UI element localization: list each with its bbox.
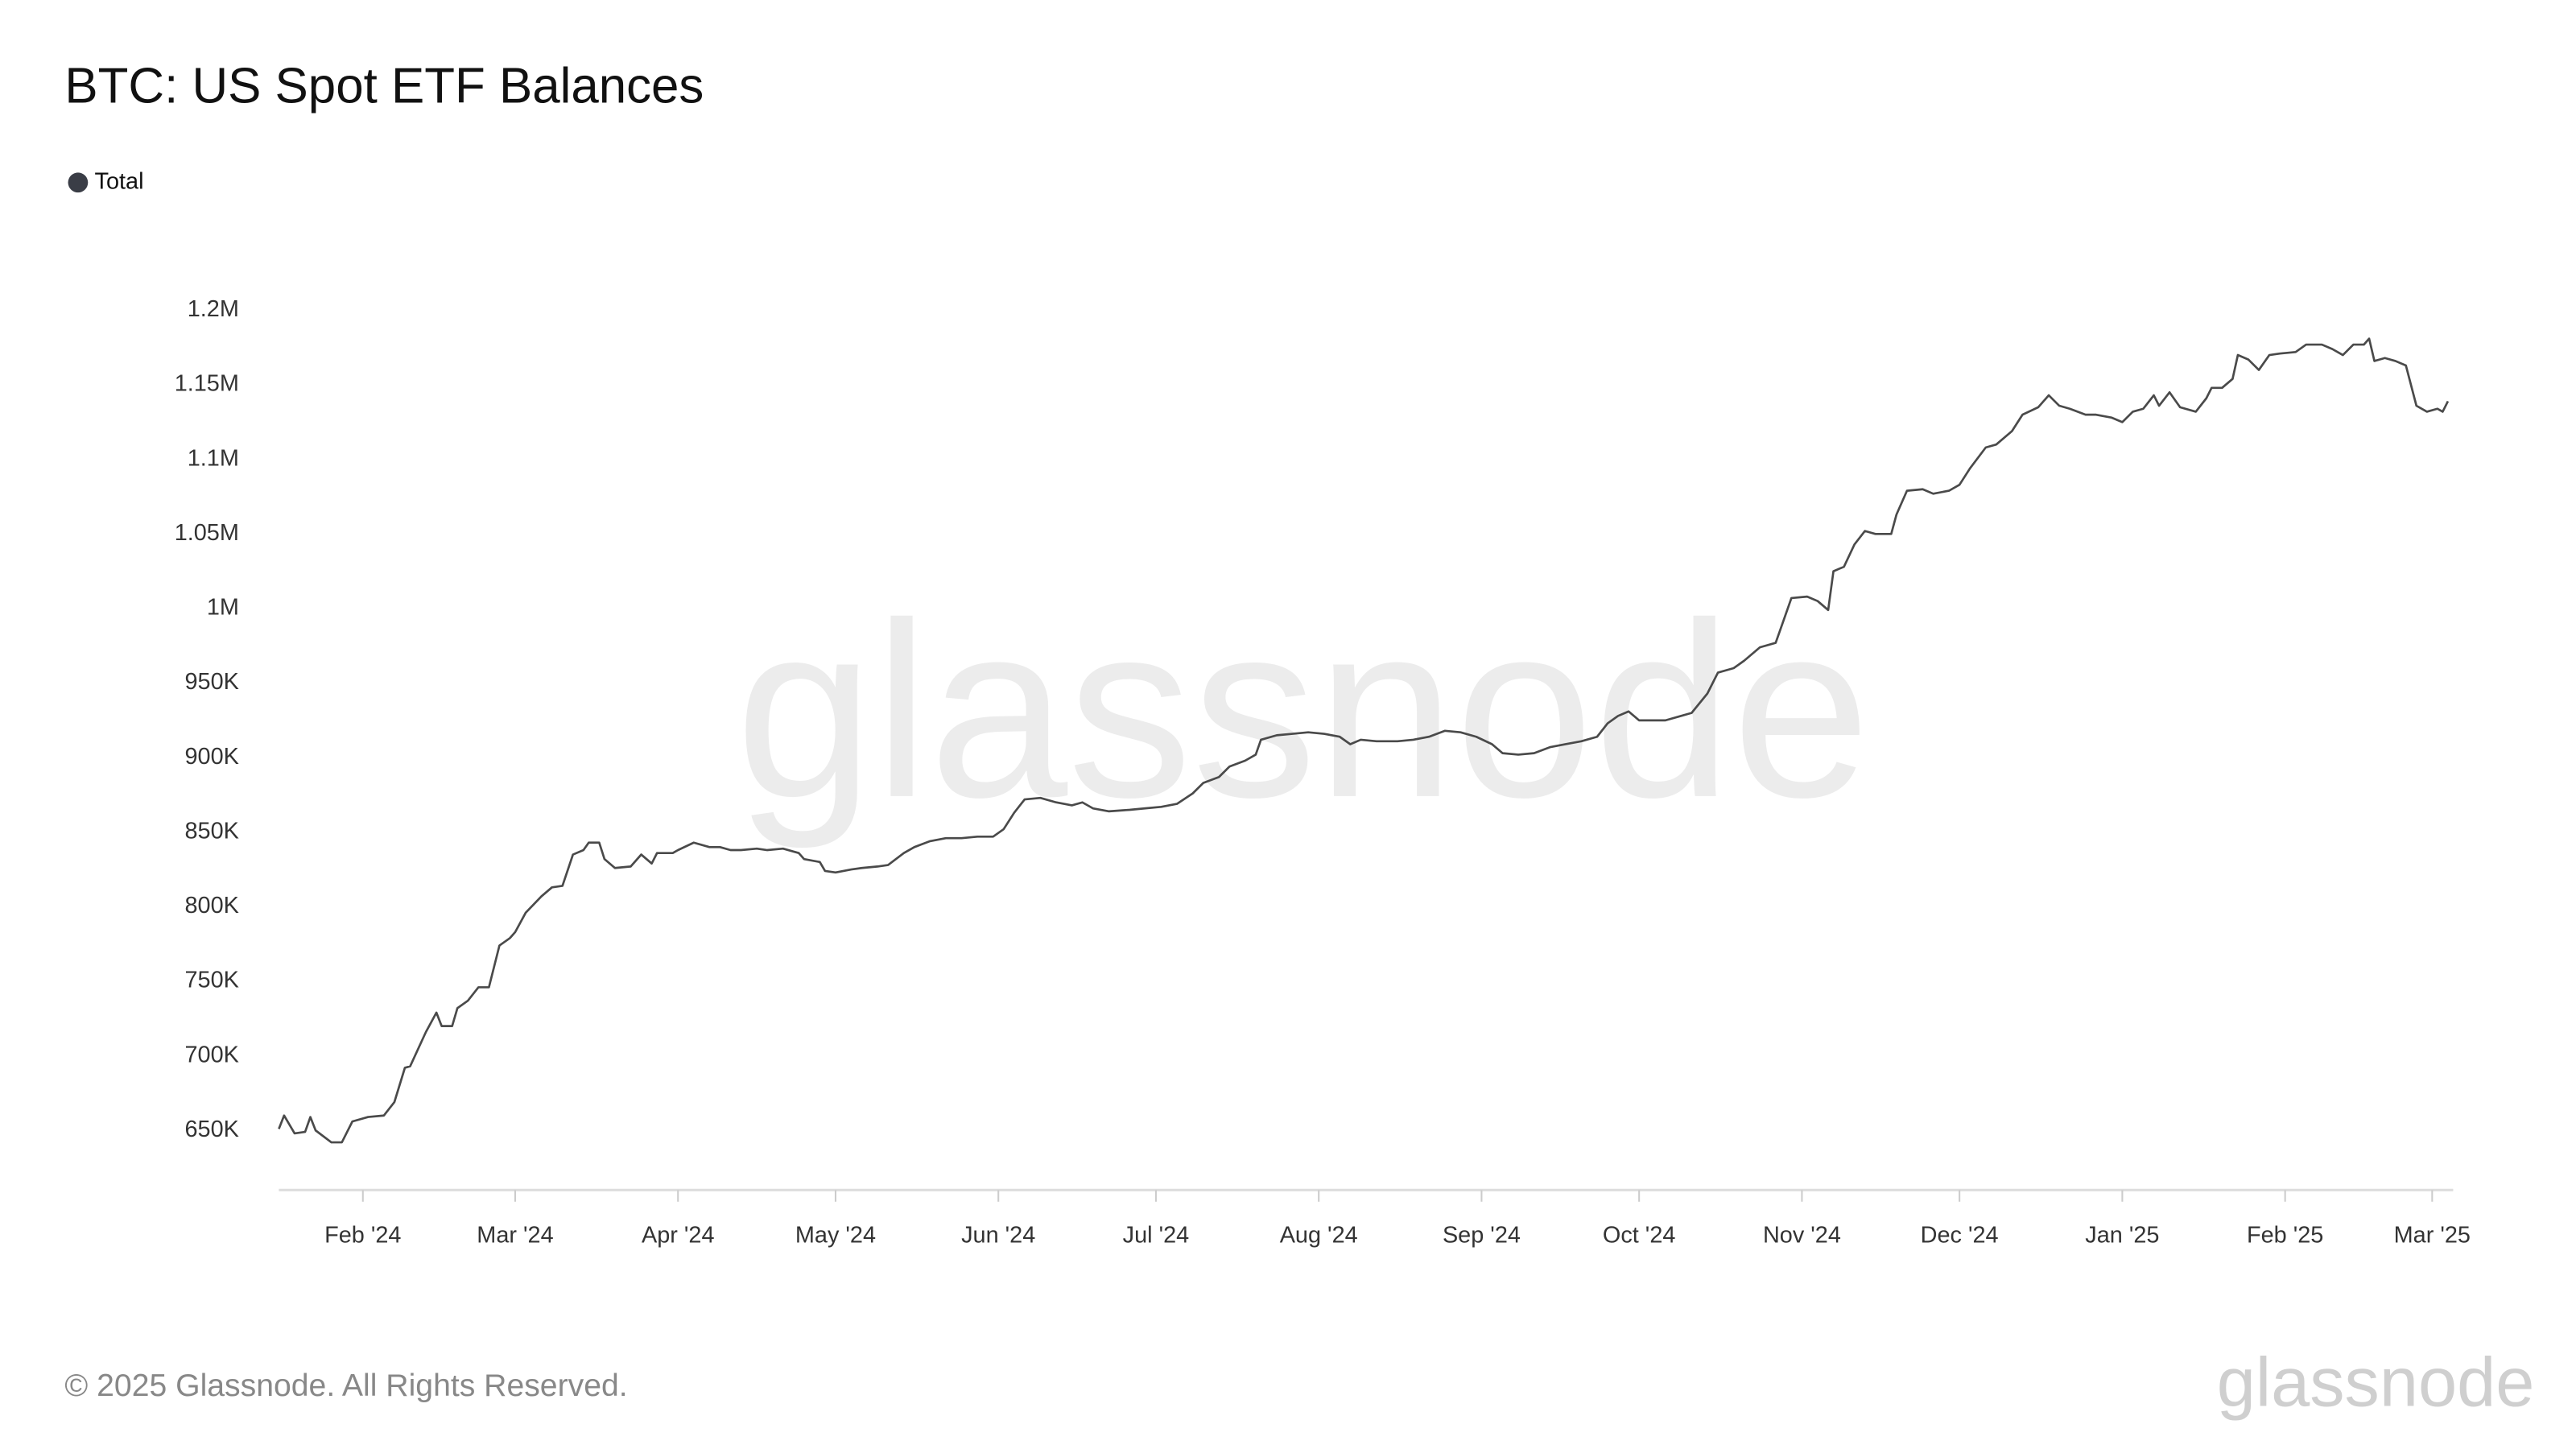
y-tick-label: 750K [185, 968, 239, 993]
x-tick-label: Dec '24 [1921, 1223, 1999, 1249]
x-tick-label: Feb '25 [2247, 1223, 2323, 1249]
x-tick-label: Feb '24 [324, 1223, 401, 1249]
y-tick-label: 800K [185, 893, 239, 919]
y-tick-label: 900K [185, 744, 239, 770]
x-tick-label: May '24 [795, 1223, 876, 1249]
y-tick-label: 850K [185, 818, 239, 844]
chart-title: BTC: US Spot ETF Balances [64, 59, 704, 114]
legend-marker [68, 172, 89, 193]
x-tick-label: Jan '25 [2085, 1223, 2159, 1249]
y-tick-label: 1.05M [175, 520, 239, 546]
data-line [278, 337, 2450, 1144]
x-tick-label: Jun '24 [961, 1223, 1035, 1249]
y-tick-label: 1.1M [188, 445, 239, 471]
y-tick-label: 650K [185, 1117, 239, 1142]
footer: © 2025 Glassnode. All Rights Reserved. [64, 1368, 627, 1403]
x-tick-label: Apr '24 [642, 1223, 715, 1249]
x-tick-label: Nov '24 [1763, 1223, 1841, 1249]
y-tick-label: 1M [207, 595, 239, 621]
y-tick-label: 1.2M [188, 296, 239, 322]
y-tick-label: 950K [185, 669, 239, 695]
legend-label: Total [95, 168, 144, 194]
x-tick-label: Sep '24 [1443, 1223, 1521, 1249]
watermark: glassnode [736, 571, 1871, 851]
x-tick-label: Jul '24 [1123, 1223, 1190, 1249]
x-tick-label: Mar '25 [2394, 1223, 2471, 1249]
x-tick-label: Oct '24 [1603, 1223, 1676, 1249]
x-tick-label: Aug '24 [1280, 1223, 1358, 1249]
x-tick-label: Mar '24 [477, 1223, 553, 1249]
y-tick-label: 1.15M [175, 371, 239, 397]
logo: glassnode [2217, 1344, 2535, 1422]
y-tick-label: 700K [185, 1042, 239, 1067]
